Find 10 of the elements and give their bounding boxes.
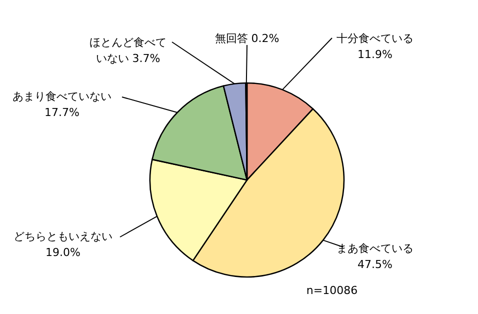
slice-label: 十分食べている bbox=[336, 32, 414, 45]
slice-label: ほとんど食べていない 3.7% bbox=[90, 36, 166, 65]
slice-label: どちらともいえない bbox=[14, 230, 112, 243]
slice-label: 無回答 0.2% bbox=[214, 32, 280, 45]
data-label: 11.9% bbox=[358, 48, 392, 61]
data-label: 47.5% bbox=[358, 258, 392, 271]
slice-label: あまり食べていない bbox=[12, 90, 112, 103]
data-label: 19.0% bbox=[46, 246, 80, 259]
text: n=10086 bbox=[306, 284, 358, 297]
data-label: 17.7% bbox=[44, 106, 80, 119]
